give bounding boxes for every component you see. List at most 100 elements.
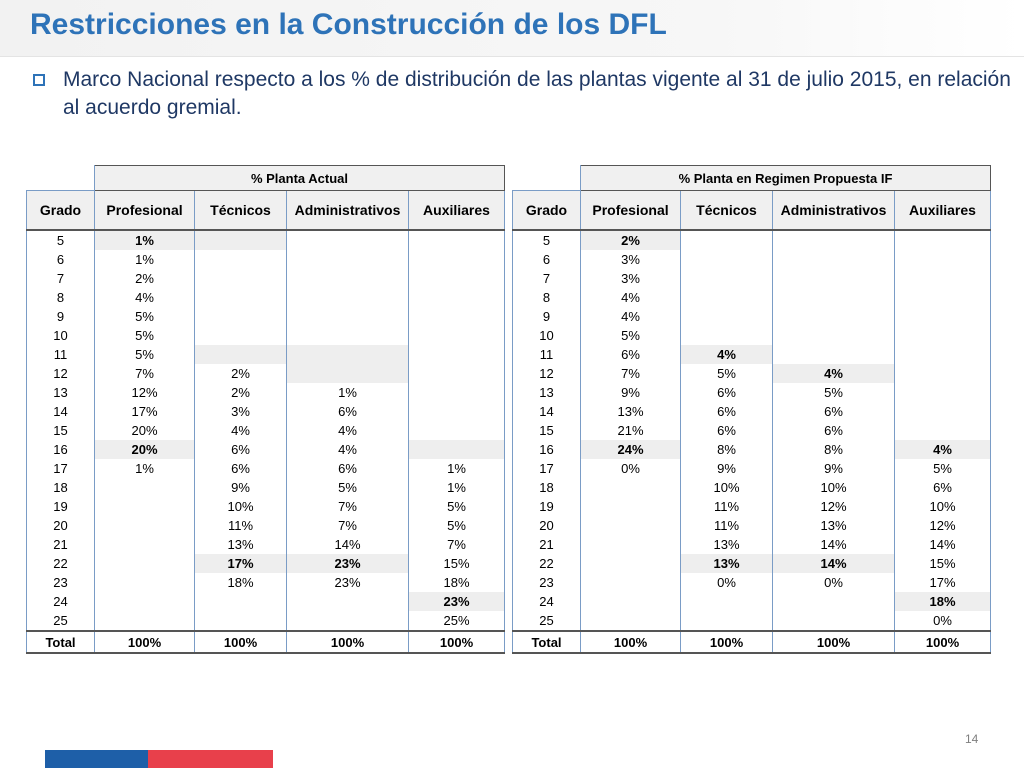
percent-cell: 2% — [194, 383, 287, 402]
column-header: Profesional — [94, 190, 195, 231]
percent-cell — [94, 611, 195, 631]
grade-cell: 24 — [26, 592, 95, 611]
percent-cell: 4% — [94, 288, 195, 307]
percent-cell: 14% — [286, 535, 409, 554]
slide-title: Restricciones en la Construcción de los … — [30, 8, 667, 41]
percent-cell — [286, 592, 409, 611]
table-row: 24 18% — [512, 592, 991, 611]
percent-cell — [580, 478, 681, 497]
table-row: 13 9% 6% 5% — [512, 383, 991, 402]
table-row: 8 4% — [26, 288, 505, 307]
percent-cell: 5% — [894, 459, 991, 478]
percent-cell — [894, 421, 991, 440]
percent-cell — [94, 554, 195, 573]
bullet-text: Marco Nacional respecto a los % de distr… — [63, 68, 1011, 119]
percent-cell — [772, 230, 895, 250]
percent-cell — [94, 497, 195, 516]
grade-cell: 5 — [26, 230, 95, 250]
percent-cell — [894, 383, 991, 402]
percent-cell — [194, 288, 287, 307]
percent-cell — [194, 326, 287, 345]
percent-cell: 17% — [194, 554, 287, 573]
percent-cell: 7% — [286, 516, 409, 535]
percent-cell: 5% — [772, 383, 895, 402]
percent-cell: 12% — [772, 497, 895, 516]
total-cell: 100% — [194, 630, 287, 654]
percent-cell: 13% — [680, 554, 773, 573]
table-row: 17 1% 6% 6% 1% — [26, 459, 505, 478]
column-header: Técnicos — [680, 190, 773, 231]
table-row: 19 11% 12% 10% — [512, 497, 991, 516]
table-row: 14 13% 6% 6% — [512, 402, 991, 421]
total-row: Total 100% 100% 100% 100% — [26, 630, 505, 654]
table-row: 22 17% 23% 15% — [26, 554, 505, 573]
percent-cell — [194, 345, 287, 364]
percent-cell: 21% — [580, 421, 681, 440]
grade-cell: 23 — [26, 573, 95, 592]
percent-cell — [772, 611, 895, 631]
table-row: 10 5% — [26, 326, 505, 345]
grade-cell: 12 — [26, 364, 95, 383]
percent-cell: 1% — [94, 459, 195, 478]
total-cell: 100% — [894, 630, 991, 654]
column-header: Administrativos — [286, 190, 409, 231]
percent-cell: 17% — [94, 402, 195, 421]
percent-cell — [408, 383, 505, 402]
percent-cell: 4% — [286, 440, 409, 459]
percent-cell — [894, 288, 991, 307]
percent-cell — [580, 592, 681, 611]
percent-cell — [580, 611, 681, 631]
percent-cell: 5% — [408, 497, 505, 516]
percent-cell — [94, 573, 195, 592]
percent-cell — [194, 611, 287, 631]
group-header: % Planta Actual — [94, 165, 505, 191]
percent-cell: 6% — [194, 459, 287, 478]
percent-cell: 15% — [408, 554, 505, 573]
table-row: 19 10% 7% 5% — [26, 497, 505, 516]
table-row: 20 11% 7% 5% — [26, 516, 505, 535]
percent-cell — [580, 535, 681, 554]
percent-cell: 3% — [194, 402, 287, 421]
percent-cell — [408, 230, 505, 250]
table-row: 13 12% 2% 1% — [26, 383, 505, 402]
footer-accent-blue — [45, 750, 148, 768]
percent-cell: 24% — [580, 440, 681, 459]
percent-cell: 15% — [894, 554, 991, 573]
percent-cell — [408, 440, 505, 459]
percent-cell: 9% — [680, 459, 773, 478]
percent-cell — [680, 326, 773, 345]
percent-cell — [680, 288, 773, 307]
percent-cell: 12% — [894, 516, 991, 535]
group-header: % Planta en Regimen Propuesta IF — [580, 165, 991, 191]
percent-cell: 1% — [408, 459, 505, 478]
percent-cell: 1% — [94, 230, 195, 250]
table-row: 10 5% — [512, 326, 991, 345]
percent-cell — [408, 288, 505, 307]
percent-cell: 13% — [580, 402, 681, 421]
percent-cell: 0% — [580, 459, 681, 478]
percent-cell: 4% — [580, 288, 681, 307]
percent-cell: 14% — [894, 535, 991, 554]
grade-cell: 24 — [512, 592, 581, 611]
percent-cell: 5% — [94, 326, 195, 345]
grade-cell: 16 — [26, 440, 95, 459]
percent-cell: 4% — [286, 421, 409, 440]
percent-cell: 23% — [408, 592, 505, 611]
percent-cell — [580, 554, 681, 573]
percent-cell: 0% — [680, 573, 773, 592]
table-row: 20 11% 13% 12% — [512, 516, 991, 535]
table-row: 24 23% — [26, 592, 505, 611]
percent-cell — [94, 535, 195, 554]
percent-cell: 6% — [772, 402, 895, 421]
grade-cell: 10 — [26, 326, 95, 345]
percent-cell — [772, 345, 895, 364]
total-cell: 100% — [94, 630, 195, 654]
table-row: 18 10% 10% 6% — [512, 478, 991, 497]
percent-cell — [772, 592, 895, 611]
total-cell: 100% — [772, 630, 895, 654]
percent-cell — [894, 402, 991, 421]
percent-cell — [286, 230, 409, 250]
table-row: 12 7% 5% 4% — [512, 364, 991, 383]
percent-cell: 4% — [194, 421, 287, 440]
percent-cell: 5% — [580, 326, 681, 345]
